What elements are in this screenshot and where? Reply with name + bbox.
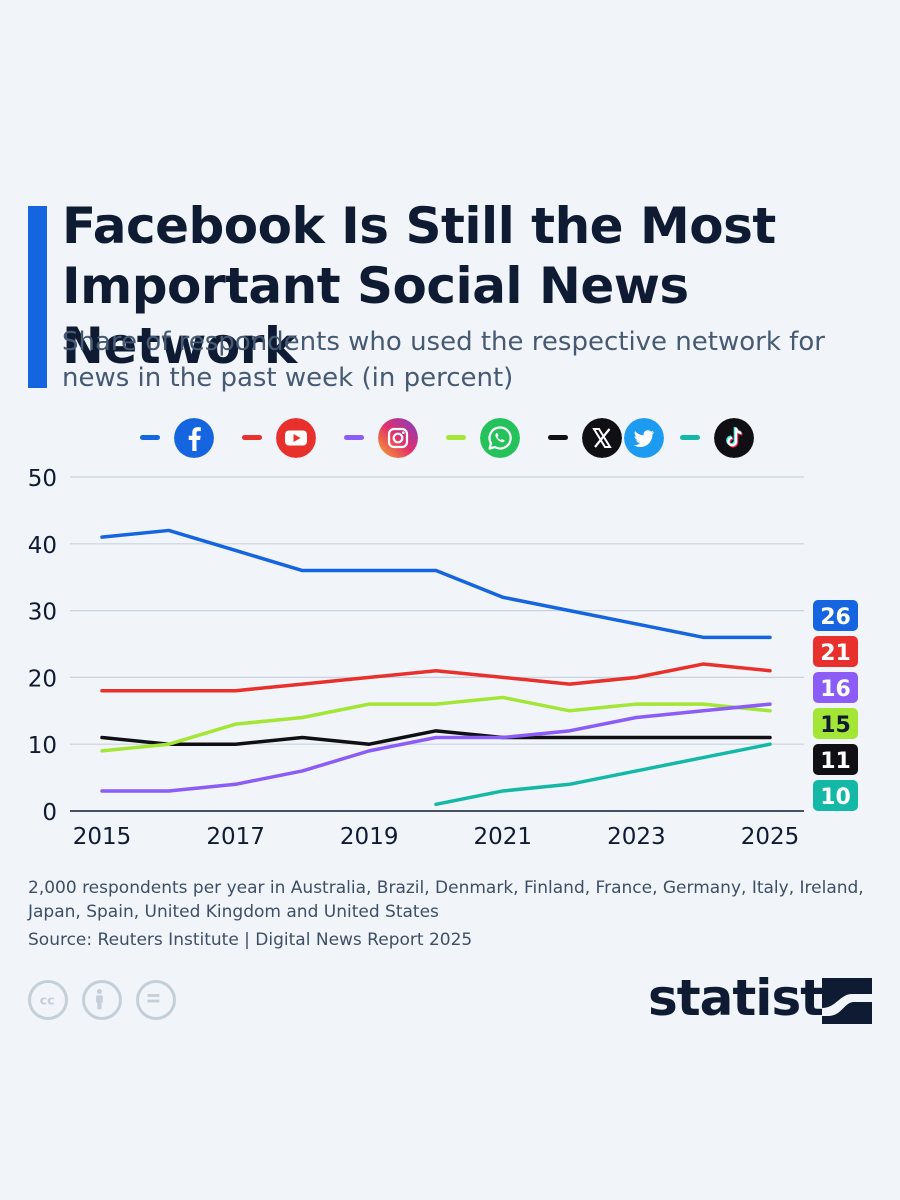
x-tick-label: 2023 <box>607 824 666 850</box>
title-accent-bar <box>28 206 47 388</box>
end-label-youtube: 21 <box>813 636 858 667</box>
statista-logo-mark[interactable] <box>822 978 872 1024</box>
y-tick-label: 30 <box>28 600 57 626</box>
chart-source: Source: Reuters Institute | Digital News… <box>28 930 473 950</box>
legend-dash-instagram <box>344 435 364 440</box>
line-chart: 0 10 20 30 40 50 2015 2017 2019 2021 2023 2025 26 21… <box>28 466 858 850</box>
series-line-instagram <box>100 702 772 793</box>
twitter-bird-icon <box>624 418 664 458</box>
end-label-badge <box>813 708 858 739</box>
x-tick-label: 2025 <box>741 824 800 850</box>
end-label-tiktok: 10 <box>813 780 858 811</box>
no-derivatives-icon[interactable] <box>136 980 176 1020</box>
series-line-whatsapp <box>100 695 772 753</box>
end-label-badge <box>813 600 858 631</box>
end-label-instagram: 16 <box>813 672 858 703</box>
end-label-value: 16 <box>820 677 851 702</box>
y-tick-label: 10 <box>28 733 57 759</box>
end-label-x-twitter: 11 <box>813 744 858 775</box>
legend-dash-x-twitter <box>548 435 568 440</box>
end-label-value: 26 <box>820 605 851 630</box>
youtube-icon <box>276 418 316 458</box>
end-label-whatsapp: 15 <box>813 708 858 739</box>
chart-title: Facebook Is Still the Most Important Soc… <box>62 197 776 375</box>
end-label-badge <box>813 780 858 811</box>
end-label-value: 21 <box>820 641 851 666</box>
x-tick-label: 2015 <box>73 824 132 850</box>
tiktok-icon <box>714 418 754 458</box>
end-label-value: 15 <box>820 713 851 738</box>
x-icon <box>582 418 622 458</box>
legend-dash-tiktok <box>680 435 700 440</box>
chart-footnote: 2,000 respondents per year in Australia,… <box>28 878 864 922</box>
chart-end-labels: 26 21 16 15 11 10 <box>813 600 858 811</box>
instagram-icon <box>378 418 418 458</box>
legend-dash-whatsapp <box>446 435 466 440</box>
x-tick-label: 2017 <box>206 824 265 850</box>
end-label-facebook: 26 <box>813 600 858 631</box>
end-label-badge <box>813 744 858 775</box>
legend-dash-facebook <box>140 435 160 440</box>
y-tick-label: 20 <box>28 666 57 692</box>
y-tick-label: 50 <box>28 466 57 492</box>
attribution-icon[interactable] <box>82 980 122 1020</box>
license-icons: cc <box>28 980 188 1024</box>
chart-axes: 0 10 20 30 40 50 2015 2017 2019 2021 2023 2025 <box>28 466 800 850</box>
y-tick-label: 40 <box>28 533 57 559</box>
end-label-badge <box>813 672 858 703</box>
svg-text:cc: cc <box>40 993 55 1008</box>
end-label-value: 10 <box>820 785 851 810</box>
whatsapp-icon <box>480 418 520 458</box>
chart-subtitle: Share of respondents who used the respec… <box>62 327 825 393</box>
y-tick-label: 0 <box>42 800 57 826</box>
x-tick-label: 2021 <box>474 824 533 850</box>
series-line-x-twitter <box>100 729 772 746</box>
series-line-youtube <box>100 662 772 693</box>
creative-commons-icon[interactable]: cc <box>28 980 68 1020</box>
series-line-facebook <box>100 528 772 640</box>
end-label-value: 11 <box>820 749 851 774</box>
x-tick-label: 2019 <box>340 824 399 850</box>
series-line-tiktok <box>434 742 772 807</box>
chart-legend <box>140 416 780 460</box>
end-label-badge <box>813 636 858 667</box>
chart-series <box>100 528 772 807</box>
facebook-icon <box>174 418 214 458</box>
legend-dash-youtube <box>242 435 262 440</box>
